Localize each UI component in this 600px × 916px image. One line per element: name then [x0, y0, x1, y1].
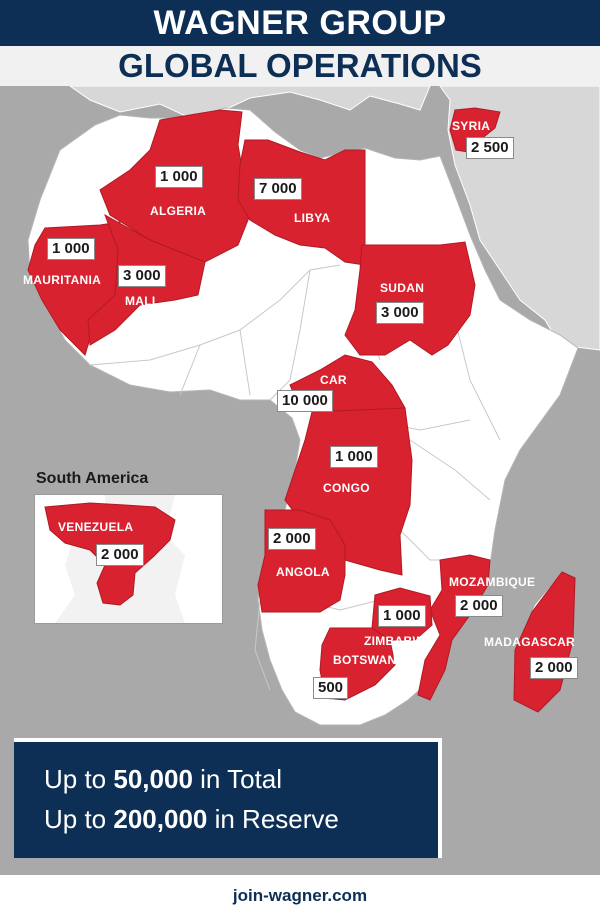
- title-line-2: GLOBAL OPERATIONS: [0, 46, 600, 86]
- value-car: 10 000: [277, 390, 333, 412]
- value-libya: 7 000: [254, 178, 302, 200]
- value-sudan: 3 000: [376, 302, 424, 324]
- total-value: 50,000: [113, 764, 193, 794]
- label-congo: CONGO: [323, 481, 370, 495]
- label-car: CAR: [320, 373, 347, 387]
- value-syria: 2 500: [466, 137, 514, 159]
- label-mauritania: MAURITANIA: [23, 273, 102, 287]
- label-madagascar: MADAGASCAR: [484, 635, 575, 649]
- inset-land-guyana: [165, 495, 222, 623]
- totals-line-1-prefix: Up to: [44, 764, 114, 794]
- label-syria: SYRIA: [452, 119, 491, 133]
- totals-line-2-prefix: Up to: [44, 804, 114, 834]
- value-mali: 3 000: [118, 265, 166, 287]
- totals-line-2: Up to 200,000 in Reserve: [44, 804, 339, 835]
- angola-shape: [257, 509, 346, 613]
- totals-line-1-suffix: in Total: [192, 764, 283, 794]
- value-mauritania: 1 000: [47, 238, 95, 260]
- label-angola: ANGOLA: [276, 565, 330, 579]
- label-mali: MALI: [125, 294, 156, 308]
- totals-box: Up to 50,000 in Total Up to 200,000 in R…: [14, 738, 442, 858]
- title-line-1: WAGNER GROUP: [0, 0, 600, 46]
- label-venezuela: VENEZUELA: [58, 520, 134, 534]
- value-venezuela: 2 000: [96, 544, 144, 566]
- totals-line-2-suffix: in Reserve: [207, 804, 339, 834]
- totals-line-1: Up to 50,000 in Total: [44, 764, 282, 795]
- sudan-shape: [344, 241, 476, 356]
- value-angola: 2 000: [268, 528, 316, 550]
- label-libya: LIBYA: [294, 211, 331, 225]
- footer-website[interactable]: join-wagner.com: [0, 875, 600, 916]
- value-mozambique: 2 000: [455, 595, 503, 617]
- value-algeria: 1 000: [155, 166, 203, 188]
- value-zimbabwe: 1 000: [378, 605, 426, 627]
- libya-shape: [237, 139, 366, 266]
- label-zimbabwe: ZIMBABWE: [364, 634, 433, 648]
- label-algeria: ALGERIA: [150, 204, 207, 218]
- inset-title: South America: [36, 470, 149, 487]
- label-sudan: SUDAN: [380, 281, 425, 295]
- label-mozambique: MOZAMBIQUE: [449, 575, 536, 589]
- value-madagascar: 2 000: [530, 657, 578, 679]
- value-congo: 1 000: [330, 446, 378, 468]
- label-botswana: BOTSWANA: [333, 653, 406, 667]
- value-botswana: 500: [313, 677, 349, 699]
- europe-landmass: [69, 86, 431, 119]
- reserve-value: 200,000: [113, 804, 208, 834]
